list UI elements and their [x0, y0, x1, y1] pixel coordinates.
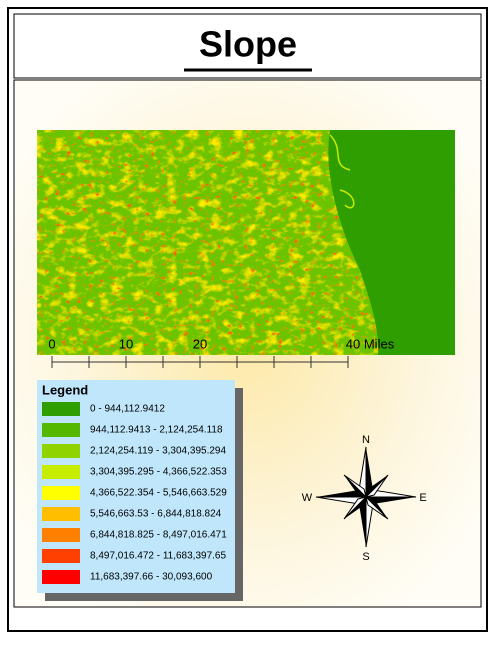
raster-coast — [329, 134, 355, 209]
map-title: Slope — [199, 24, 297, 65]
scale-label: 20 — [193, 336, 207, 351]
compass-w: W — [302, 492, 313, 504]
legend-swatch — [42, 570, 80, 584]
legend-label: 11,683,397.66 - 30,093,600 — [90, 572, 213, 583]
compass-s: S — [362, 551, 369, 563]
legend-swatch — [42, 486, 80, 500]
legend-swatch — [42, 528, 80, 542]
legend-label: 0 - 944,112.9412 — [90, 404, 165, 415]
scale-label: 40 Miles — [346, 336, 395, 351]
legend-label: 3,304,395.295 - 4,366,522.353 — [90, 467, 227, 478]
compass-n: N — [362, 434, 370, 446]
legend-label: 8,497,016.472 - 11,683,397.65 — [90, 551, 226, 562]
legend-swatch — [42, 423, 80, 437]
compass-e: E — [419, 492, 426, 504]
legend-swatch — [42, 549, 80, 563]
legend-label: 4,366,522.354 - 5,546,663.529 — [90, 488, 227, 499]
raster-west — [37, 130, 379, 355]
legend-label: 944,112.9413 - 2,124,254.118 — [90, 425, 223, 436]
legend-title: Legend — [42, 382, 88, 397]
legend-swatch — [42, 465, 80, 479]
legend-swatch — [42, 507, 80, 521]
legend-items: 0 - 944,112.9412 944,112.9413 - 2,124,254… — [42, 402, 227, 584]
scale-label: 10 — [119, 336, 133, 351]
legend-swatch — [42, 402, 80, 416]
scale-label: 0 — [48, 336, 55, 351]
title-frame — [13, 13, 482, 79]
legend-label: 6,844,818.825 - 8,497,016.471 — [90, 530, 227, 541]
legend-label: 5,546,663.53 - 6,844,818.824 — [90, 509, 222, 520]
scale-bar: 0 10 20 40 Miles — [48, 336, 395, 368]
legend-swatch — [42, 444, 80, 458]
slope-raster — [37, 130, 455, 355]
north-arrow — [315, 446, 417, 548]
legend-label: 2,124,254.119 - 3,304,395.294 — [90, 446, 226, 457]
